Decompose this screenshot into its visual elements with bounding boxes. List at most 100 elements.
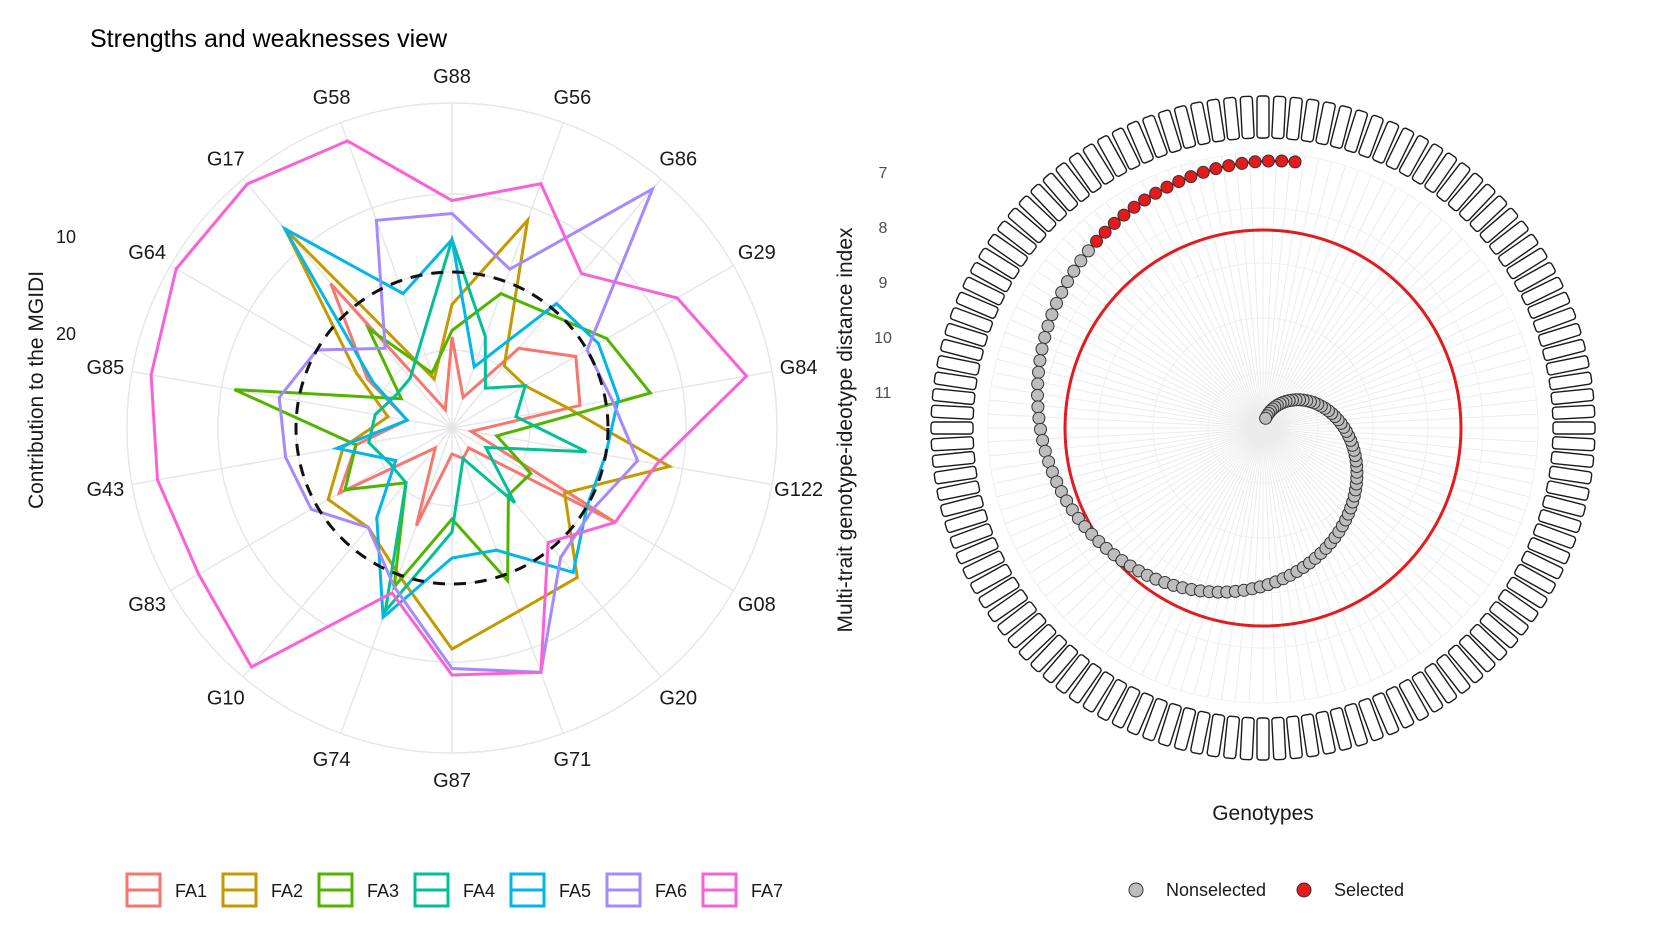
genotype-label-mark xyxy=(1398,135,1429,177)
selected-point xyxy=(1248,155,1262,169)
radar-category-label: G74 xyxy=(313,749,351,771)
polar-spoke xyxy=(1029,427,1264,574)
genotype-label-mark xyxy=(1527,537,1571,565)
polar-spoke xyxy=(1262,282,1497,429)
selected-point xyxy=(1275,154,1289,168)
selected-point xyxy=(1090,234,1103,248)
left-y-axis-title: Contribution to the MGIDI xyxy=(25,271,48,509)
genotype-label-mark xyxy=(1506,247,1548,280)
polar-grid-ring xyxy=(1207,372,1319,484)
genotype-label-mark xyxy=(1424,152,1458,193)
genotype-label-mark xyxy=(949,523,994,549)
genotype-label-mark xyxy=(1458,183,1496,222)
legend-item-fa2[interactable]: FA2 xyxy=(221,872,303,908)
polar-spoke xyxy=(988,413,1264,429)
genotype-label-mark xyxy=(1489,220,1529,255)
genotype-label-mark xyxy=(1542,494,1586,518)
genotype-label-mark xyxy=(1479,612,1519,649)
polar-spoke xyxy=(1022,427,1264,562)
legend-item-fa4[interactable]: FA4 xyxy=(413,872,495,908)
polar-spoke xyxy=(1262,427,1319,698)
radar-reference-circle xyxy=(294,270,610,586)
genotype-label-mark xyxy=(1018,623,1057,661)
genotype-label-mark xyxy=(1542,338,1586,362)
polar-spoke xyxy=(1262,202,1421,429)
polar-spoke xyxy=(1022,294,1264,429)
polar-spoke xyxy=(1000,427,1264,511)
radar-category-label: G71 xyxy=(553,749,591,771)
radar-series xyxy=(149,139,749,677)
polar-spoke xyxy=(1010,427,1264,537)
selected-point xyxy=(1098,225,1112,239)
radar-category-label: G08 xyxy=(738,594,776,616)
polar-spoke xyxy=(1262,358,1530,429)
genotype-label-mark xyxy=(1239,95,1255,140)
genotype-label-mark xyxy=(1498,233,1539,267)
nonselected-point xyxy=(1032,365,1045,379)
genotype-label-mark xyxy=(1447,644,1484,684)
genotype-label-mark xyxy=(1190,101,1211,146)
genotype-label-mark xyxy=(1458,634,1496,673)
polar-spoke xyxy=(1234,154,1264,429)
legend-item-fa1[interactable]: FA1 xyxy=(125,872,207,908)
nonselected-point xyxy=(1055,285,1069,299)
genotype-label-mark xyxy=(1469,623,1508,661)
legend-label: FA5 xyxy=(559,881,591,901)
genotype-label-mark xyxy=(940,494,984,518)
genotype-label-mark xyxy=(1506,576,1548,609)
genotype-label-mark xyxy=(1082,671,1115,713)
selection-cutoff-circle xyxy=(1063,228,1463,628)
radar-category-labels: G88 G56 G86 G29 G84 G122 G08 G20 G71 G87 G74 G10 G83… xyxy=(86,66,823,792)
polar-spoke xyxy=(1262,427,1306,700)
genotype-label-mark xyxy=(1372,692,1400,736)
nonselected-point xyxy=(1050,296,1063,310)
genotype-label-mark xyxy=(987,233,1028,267)
legend-selected-label: Selected xyxy=(1334,880,1404,900)
nonselected-point xyxy=(1031,388,1044,402)
genotype-label-mark xyxy=(1398,679,1429,721)
polar-spoke xyxy=(1037,270,1264,429)
genotype-label-mark xyxy=(955,537,999,565)
polar-spoke xyxy=(1262,345,1526,429)
genotype-label-mark xyxy=(1285,715,1303,760)
nonselected-point xyxy=(1081,244,1095,258)
radar-series-fa4 xyxy=(367,234,588,617)
polar-grid-ring xyxy=(987,152,1539,704)
genotype-label-mark xyxy=(1142,697,1168,742)
polar-grid-ring xyxy=(1097,262,1429,594)
genotype-label-mark xyxy=(1551,436,1596,452)
polar-spoke xyxy=(1083,427,1264,637)
radar-category-label: G29 xyxy=(738,242,776,264)
polar-spoke xyxy=(1262,427,1453,628)
genotype-label-mark xyxy=(1550,450,1595,468)
legend-item-fa5[interactable]: FA5 xyxy=(509,872,591,908)
polar-spoke xyxy=(1262,427,1522,524)
radar-category-label: G87 xyxy=(433,770,471,792)
polar-spoke xyxy=(1063,238,1264,429)
legend-item-fa6[interactable]: FA6 xyxy=(605,872,687,908)
genotype-label-mark xyxy=(1111,127,1141,170)
legend-item-fa7[interactable]: FA7 xyxy=(701,872,783,908)
radar-legend[interactable]: FA1 FA2 FA3 FA4 FA5 FA6 FA7 xyxy=(125,872,783,908)
nonselected-point xyxy=(1067,264,1081,278)
polar-spoke xyxy=(1207,158,1264,429)
polar-spoke xyxy=(1073,427,1264,628)
polar-spoke xyxy=(1045,427,1264,597)
polar-spoke xyxy=(1045,259,1264,429)
selected-point xyxy=(1261,154,1275,168)
nonselected-point xyxy=(1041,319,1055,333)
genotype-label-mark xyxy=(1271,95,1287,140)
legend-label: FA6 xyxy=(655,881,687,901)
polar-spoke xyxy=(1073,228,1264,429)
right-radial-tick-9: 9 xyxy=(879,275,888,292)
genotype-label-mark xyxy=(1527,291,1571,319)
legend-item-fa3[interactable]: FA3 xyxy=(317,872,399,908)
radar-category-label: G20 xyxy=(659,688,697,710)
polar-spoke xyxy=(1262,427,1346,691)
genotype-label-mark xyxy=(936,355,981,376)
polar-spoke xyxy=(991,427,1264,471)
polar-spoke xyxy=(1105,202,1264,429)
genotype-label-mark xyxy=(1055,654,1090,694)
right-legend[interactable]: Nonselected Selected xyxy=(1128,880,1404,900)
